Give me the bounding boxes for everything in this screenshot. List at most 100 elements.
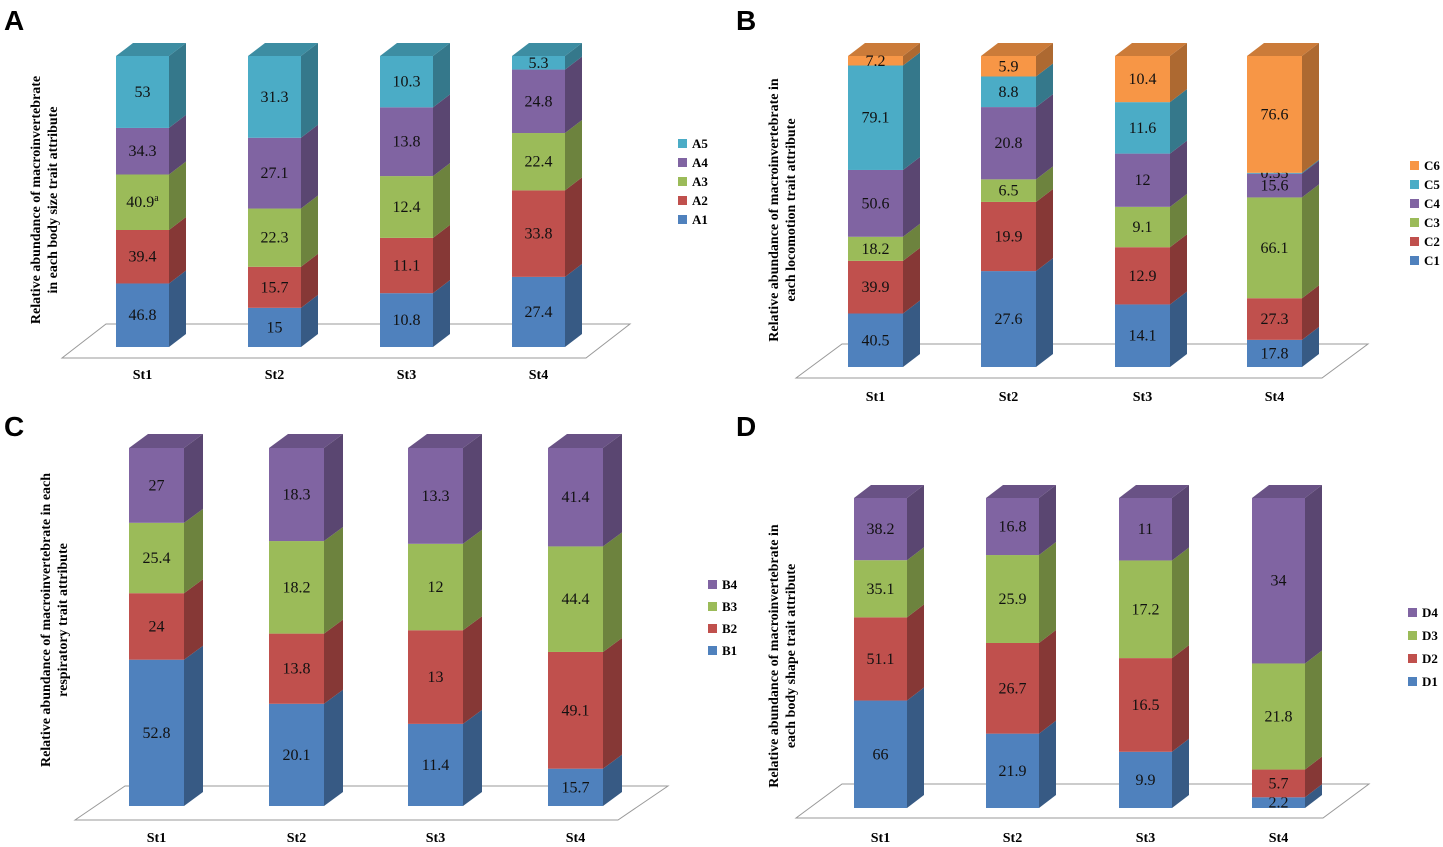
- bar-d-st1-d3-front: [854, 560, 907, 618]
- bar-a-st1-a3-front: [116, 174, 169, 231]
- data-label-b-st2-c6: 5.9: [999, 58, 1019, 75]
- floor-panel-c: [73, 785, 670, 821]
- bar-d-st2-top: [986, 485, 1056, 498]
- legend-swatch-c1: [1410, 256, 1419, 265]
- bar-d-st2-d3-front: [986, 555, 1039, 643]
- data-label-a-st1-a1: 46.8: [129, 307, 157, 324]
- bar-b-st2-c5-front: [981, 76, 1036, 108]
- bar-c-st1-b2-side: [184, 579, 203, 660]
- bar-b-st2-c2-side: [1036, 188, 1053, 272]
- data-label-c-st1-b4: 27: [149, 477, 165, 494]
- bar-c-st4-b3-front: [548, 546, 603, 652]
- bar-c-st4-b2-front: [548, 651, 603, 769]
- bar-b-st1-c5-front: [848, 65, 903, 170]
- legend-label-c4: C4: [1424, 196, 1440, 211]
- data-label-b-st3-c6: 10.4: [1129, 71, 1157, 88]
- legend-swatch-b3: [708, 602, 717, 611]
- legend-swatch-b2: [708, 624, 717, 633]
- bar-c-st1-b4-front: [129, 448, 184, 523]
- bar-b-st3-c2-side: [1170, 234, 1187, 305]
- bar-c-st4-b3-side: [603, 532, 622, 652]
- bar-a-st2-a3-side: [301, 195, 318, 267]
- bar-c-st2-b3-side: [324, 527, 343, 634]
- panel-letter-b: B: [736, 5, 756, 36]
- bar-d-st4-d4-side: [1305, 485, 1322, 664]
- data-label-d-st4-d2: 5.7: [1269, 775, 1289, 792]
- data-label-d-st1-d2: 51.1: [867, 651, 895, 668]
- bar-d-st2-d1-front: [986, 733, 1039, 808]
- bar-c-st2-b1-front: [269, 703, 324, 806]
- data-label-b-st1-c4: 50.6: [862, 195, 890, 212]
- bar-b-st2-c6-side: [1036, 43, 1053, 77]
- bar-b-st2-c4-front: [981, 107, 1036, 180]
- bar-a-st2-a2-front: [248, 266, 301, 308]
- legend-swatch-b4: [708, 580, 717, 589]
- bar-c-st1-b3-front: [129, 522, 184, 594]
- data-label-a-st2-a5: 31.3: [261, 89, 289, 106]
- legend-swatch-a3: [678, 177, 687, 186]
- legend-label-b3: B3: [722, 599, 738, 614]
- data-label-d-st4-d1: 2.2: [1269, 795, 1289, 812]
- bar-d-st4-d2-side: [1305, 756, 1322, 798]
- bar-a-st3-a1-side: [433, 280, 450, 347]
- data-label-c-st4-b3: 44.4: [562, 591, 590, 608]
- data-label-c-st3-b2: 13: [428, 669, 444, 686]
- data-label-b-st4-c2: 27.3: [1261, 311, 1289, 328]
- x-tick-d-st1: St1: [871, 831, 890, 846]
- legend-swatch-a4: [678, 158, 687, 167]
- bar-c-st4-b1-side: [603, 754, 622, 806]
- bar-b-st4-c1-side: [1302, 326, 1319, 367]
- bar-b-st2-c4-side: [1036, 94, 1053, 180]
- data-label-b-st4-c3: 66.1: [1261, 240, 1289, 257]
- bar-d-st4-d1-side: [1305, 784, 1322, 808]
- panel-letter-d: D: [736, 411, 756, 442]
- legend-swatch-c2: [1410, 237, 1419, 246]
- bar-b-st2-c2-front: [981, 201, 1036, 272]
- data-label-d-st3-d4: 11: [1138, 521, 1153, 538]
- bar-c-st1-b3-side: [184, 508, 203, 594]
- x-tick-c-st3: St3: [426, 831, 445, 846]
- bar-b-st3-top: [1115, 43, 1187, 56]
- bar-a-st2-a5-front: [248, 56, 301, 138]
- bar-a-st3-a5-front: [380, 56, 433, 108]
- bar-b-st1-c3-side: [903, 223, 920, 261]
- bar-a-st2-a4-side: [301, 124, 318, 209]
- x-tick-a-st1: St1: [133, 368, 152, 383]
- legend-label-b1: B1: [722, 643, 737, 658]
- bar-b-st4-top: [1247, 43, 1319, 56]
- x-tick-b-st1: St1: [866, 390, 885, 405]
- x-tick-a-st3: St3: [397, 368, 416, 383]
- bar-b-st1-c5-side: [903, 52, 920, 170]
- data-label-a-st4-a5: 5.3: [529, 55, 549, 72]
- data-label-b-st3-c1: 14.1: [1129, 328, 1157, 345]
- data-label-b-st3-c3: 9.1: [1133, 219, 1153, 236]
- data-label-a-st1-a5: 53: [135, 84, 151, 101]
- bar-d-st4-d3-front: [1252, 663, 1305, 770]
- data-label-d-st2-d2: 26.7: [999, 680, 1027, 697]
- data-label-d-st3-d1: 9.9: [1136, 772, 1156, 789]
- bar-b-st2-top: [981, 43, 1053, 56]
- bar-d-st3-d3-front: [1119, 560, 1172, 659]
- panel-b: B Relative abundance of macroinvertebrat…: [736, 5, 1440, 405]
- legend-label-a2: A2: [692, 193, 708, 208]
- data-label-d-st3-d3: 17.2: [1132, 601, 1160, 618]
- data-label-b-st2-c1: 27.6: [995, 311, 1023, 328]
- bar-c-st1-b1-front: [129, 659, 184, 806]
- data-label-a-st1-a2: 39.4: [129, 249, 157, 266]
- legend-swatch-a2: [678, 196, 687, 205]
- bar-b-st4-c3-side: [1302, 184, 1319, 299]
- bar-b-st2-c1-side: [1036, 258, 1053, 367]
- data-label-a-st1-a3: 40.9a: [126, 193, 159, 211]
- data-label-c-st3-b3: 12: [428, 579, 444, 596]
- bar-d-st1-d2-side: [907, 604, 924, 701]
- bar-c-st3-b2-front: [408, 630, 463, 724]
- data-label-b-st3-c5: 11.6: [1129, 120, 1156, 137]
- bar-b-st3-c6-side: [1170, 43, 1187, 103]
- data-label-a-st4-a2: 33.8: [525, 226, 553, 243]
- bar-b-st1-c4-side: [903, 156, 920, 237]
- legend-label-a5: A5: [692, 136, 708, 151]
- bar-b-st3-c5-side: [1170, 89, 1187, 154]
- bar-a-st1-a1-front: [116, 283, 169, 347]
- bar-a-st3-a1-front: [380, 293, 433, 347]
- x-tick-b-st3: St3: [1133, 390, 1152, 405]
